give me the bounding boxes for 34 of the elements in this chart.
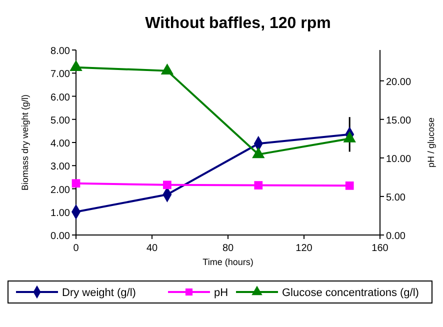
y-tick-label: 8.00 [50, 46, 70, 57]
x-tick-label: 160 [372, 243, 389, 254]
y-tick-label: 5.00 [50, 115, 70, 126]
point [254, 181, 263, 190]
y2-tick-label: 0.00 [386, 231, 406, 242]
y2-tick-label: 15.00 [386, 115, 412, 126]
legend-label: pH [214, 287, 228, 299]
y2-axis-title: pH / glucose [426, 117, 436, 168]
point [160, 63, 174, 74]
point [343, 131, 356, 142]
x-tick-label: 40 [146, 243, 158, 254]
chart-title: Without baffles, 120 rpm [145, 15, 331, 32]
y-tick-label: 3.00 [50, 162, 70, 173]
point [163, 180, 172, 190]
point [252, 147, 265, 158]
y-tick-label: 7.00 [50, 69, 70, 80]
y-axis-title: Biomass dry weight (g/l) [20, 94, 30, 191]
y2-tick-label: 20.00 [386, 76, 412, 88]
point [70, 60, 82, 72]
x-axis-title: Time (hours) [202, 257, 254, 267]
point [345, 181, 354, 190]
y2-tick-label: 10.00 [386, 154, 412, 165]
legend-label: Glucose concentrations (g/l) [282, 287, 419, 299]
y-tick-label: 6.00 [50, 92, 70, 104]
y2-tick-label: 5.00 [386, 192, 406, 204]
legend-label: Dry weight (g/l) [62, 287, 136, 299]
y-tick-label: 1.00 [50, 208, 70, 219]
x-tick-label: 120 [296, 243, 313, 254]
y-tick-label: 4.00 [50, 138, 70, 150]
y-tick-label: 2.00 [50, 184, 70, 196]
y-tick-label: 0.00 [50, 231, 70, 242]
x-tick-label: 80 [222, 243, 234, 254]
point [72, 179, 80, 188]
x-tick-label: 0 [73, 243, 80, 254]
